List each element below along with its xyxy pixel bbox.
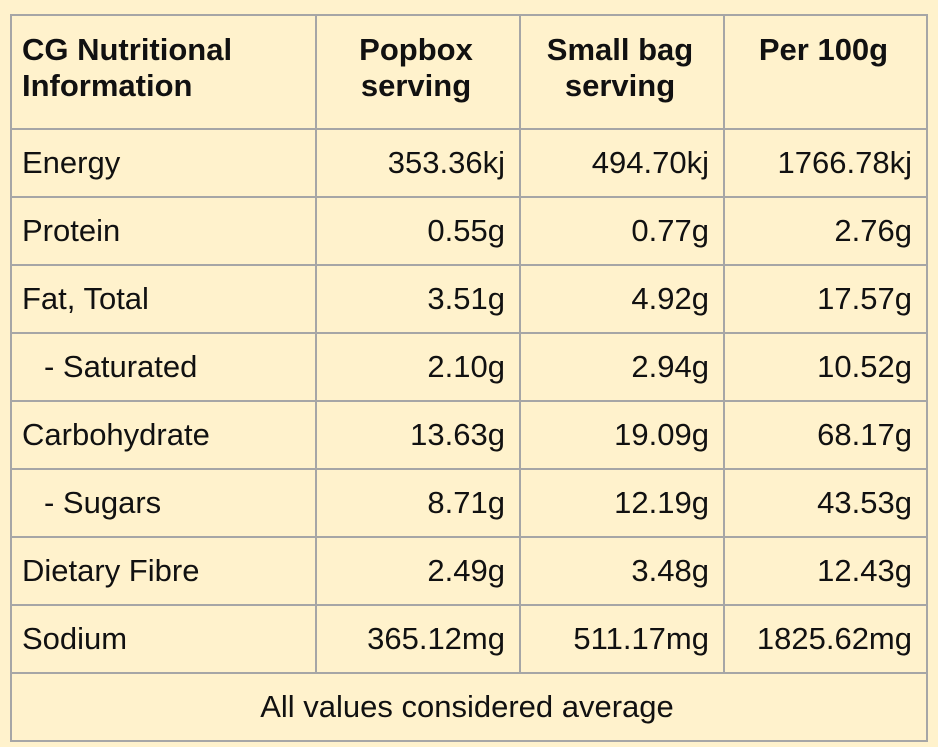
row-label: Energy: [10, 128, 317, 198]
table-row-sugars: - Sugars 8.71g 12.19g 43.53g: [10, 468, 928, 538]
per-100g-value: 12.43g: [723, 536, 928, 606]
header-row: CG Nutritional Information Popbox servin…: [10, 14, 928, 130]
per-100g-value: 1825.62mg: [723, 604, 928, 674]
small-bag-value: 511.17mg: [519, 604, 725, 674]
nutrition-table: CG Nutritional Information Popbox servin…: [10, 14, 928, 742]
table-row-fat-total: Fat, Total 3.51g 4.92g 17.57g: [10, 264, 928, 334]
popbox-value: 0.55g: [315, 196, 521, 266]
small-bag-value: 0.77g: [519, 196, 725, 266]
popbox-value: 353.36kj: [315, 128, 521, 198]
small-bag-value: 19.09g: [519, 400, 725, 470]
per-100g-value: 17.57g: [723, 264, 928, 334]
per-100g-value: 68.17g: [723, 400, 928, 470]
table-row-protein: Protein 0.55g 0.77g 2.76g: [10, 196, 928, 266]
row-label: Fat, Total: [10, 264, 317, 334]
popbox-value: 2.10g: [315, 332, 521, 402]
header-per-100g: Per 100g: [723, 14, 928, 130]
row-label: - Saturated: [10, 332, 317, 402]
row-label: Protein: [10, 196, 317, 266]
per-100g-value: 43.53g: [723, 468, 928, 538]
table-row-saturated: - Saturated 2.10g 2.94g 10.52g: [10, 332, 928, 402]
per-100g-value: 10.52g: [723, 332, 928, 402]
small-bag-value: 494.70kj: [519, 128, 725, 198]
row-label: Carbohydrate: [10, 400, 317, 470]
footer-note: All values considered average: [10, 672, 928, 742]
popbox-value: 2.49g: [315, 536, 521, 606]
popbox-value: 365.12mg: [315, 604, 521, 674]
table-row-energy: Energy 353.36kj 494.70kj 1766.78kj: [10, 128, 928, 198]
header-small-bag-serving: Small bag serving: [519, 14, 725, 130]
small-bag-value: 3.48g: [519, 536, 725, 606]
popbox-value: 3.51g: [315, 264, 521, 334]
table-row-dietary-fibre: Dietary Fibre 2.49g 3.48g 12.43g: [10, 536, 928, 606]
table-footer-row: All values considered average: [10, 672, 928, 742]
header-popbox-line1: Popbox: [359, 32, 473, 67]
header-per100-line1: Per 100g: [758, 32, 889, 67]
small-bag-value: 2.94g: [519, 332, 725, 402]
header-label-line2: Information: [22, 67, 193, 103]
table-row-carbohydrate: Carbohydrate 13.63g 19.09g 68.17g: [10, 400, 928, 470]
popbox-value: 13.63g: [315, 400, 521, 470]
per-100g-value: 1766.78kj: [723, 128, 928, 198]
header-popbox-serving: Popbox serving: [315, 14, 521, 130]
small-bag-value: 12.19g: [519, 468, 725, 538]
popbox-value: 8.71g: [315, 468, 521, 538]
per-100g-value: 2.76g: [723, 196, 928, 266]
header-nutrition-information: CG Nutritional Information: [10, 14, 317, 130]
row-label: - Sugars: [10, 468, 317, 538]
table-row-sodium: Sodium 365.12mg 511.17mg 1825.62mg: [10, 604, 928, 674]
small-bag-value: 4.92g: [519, 264, 725, 334]
row-label: Dietary Fibre: [10, 536, 317, 606]
header-popbox-line2: serving: [360, 67, 472, 103]
header-small-bag-line2: serving: [564, 67, 676, 103]
header-label-line1: CG Nutritional: [22, 32, 233, 67]
row-label: Sodium: [10, 604, 317, 674]
header-small-bag-line1: Small bag: [546, 32, 694, 67]
